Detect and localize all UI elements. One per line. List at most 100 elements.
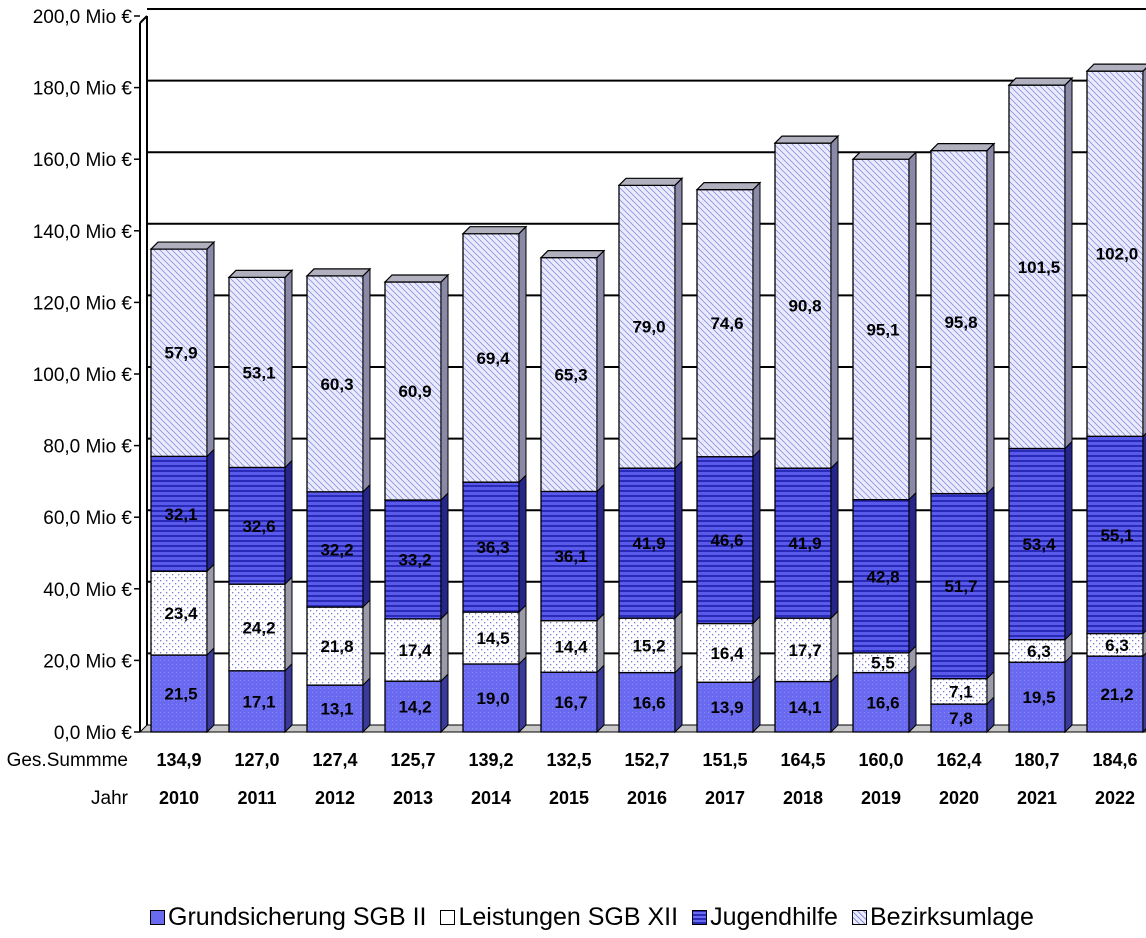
bar-leistungen-2014: [462, 603, 527, 666]
bar-side-leistungen: [830, 609, 839, 683]
data-label-jugendhilfe: 32,1: [164, 505, 197, 524]
bar-face-jugendhilfe: [228, 466, 286, 585]
legend-label-grundsicherung: Grundsicherung SGB II: [168, 902, 427, 931]
total-value: 125,7: [390, 750, 435, 770]
data-label-jugendhilfe: 36,3: [476, 538, 509, 557]
bar-top-2018: [773, 135, 840, 144]
bar-grundsicherung-2014: [462, 655, 527, 734]
bar-side-bezirksumlage: [830, 134, 839, 470]
bar-side-jugendhilfe: [674, 459, 683, 620]
data-label-leistungen: 23,4: [164, 604, 198, 623]
bar-face-bezirksumlage: [306, 275, 364, 493]
bar-leistungen-2013: [384, 610, 449, 683]
data-label-leistungen: 5,5: [871, 654, 895, 673]
total-value: 152,7: [624, 750, 669, 770]
x-tick-label: 2011: [237, 788, 276, 808]
data-label-bezirksumlage: 74,6: [710, 314, 743, 333]
bar-side-jugendhilfe: [284, 459, 293, 586]
bar-face-jugendhilfe: [1008, 447, 1066, 641]
bar-top-2017: [695, 182, 762, 191]
bar-face-leistungen: [150, 570, 208, 656]
bar-leistungen-2012: [306, 598, 371, 687]
bar-side-grundsicherung: [1142, 652, 1146, 734]
x-tick-label: 2020: [939, 788, 979, 808]
row-label-year: Jahr: [91, 788, 129, 809]
bar-face-leistungen: [384, 618, 442, 682]
bar-face-leistungen: [306, 606, 364, 686]
bar-side-jugendhilfe: [206, 448, 215, 573]
bar-leistungen-2020: [930, 670, 995, 706]
total-value: 139,2: [468, 750, 513, 770]
bar-side-bezirksumlage: [986, 142, 995, 495]
bar-top-2012: [305, 268, 372, 277]
data-label-grundsicherung: 16,7: [554, 693, 587, 712]
data-label-jugendhilfe: 51,7: [944, 577, 977, 596]
data-label-jugendhilfe: 42,8: [866, 567, 899, 586]
x-tick-label: 2014: [471, 788, 511, 808]
data-label-bezirksumlage: 60,9: [398, 382, 431, 401]
total-value: 180,7: [1014, 750, 1059, 770]
bar-side-bezirksumlage: [1142, 67, 1146, 438]
bar-face-jugendhilfe: [150, 455, 208, 572]
bar-face-grundsicherung: [540, 671, 598, 733]
bar-face-bezirksumlage: [150, 248, 208, 457]
bar-face-bezirksumlage: [462, 233, 520, 483]
data-label-grundsicherung: 19,0: [476, 689, 509, 708]
bar-top-2011: [227, 269, 294, 278]
bar-top-2016: [617, 177, 684, 186]
bar-bezirksumlage-2016: [618, 177, 683, 470]
bar-face-jugendhilfe: [1086, 435, 1144, 635]
bar-side-jugendhilfe: [752, 448, 761, 625]
bar-side-leistungen: [596, 612, 605, 674]
bar-face-bezirksumlage: [696, 188, 754, 458]
bar-side-bezirksumlage: [1064, 76, 1073, 450]
data-label-bezirksumlage: 102,0: [1096, 245, 1139, 264]
legend-label-jugendhilfe: Jugendhilfe: [710, 902, 838, 931]
bar-face-grundsicherung: [696, 681, 754, 733]
bar-leistungen-2019: [852, 644, 917, 674]
bar-face-jugendhilfe: [618, 467, 676, 619]
legend-label-bezirksumlage: Bezirksumlage: [869, 902, 1034, 931]
data-label-grundsicherung: 19,5: [1022, 688, 1055, 707]
bar-bezirksumlage-2013: [384, 273, 449, 502]
bar-side-bezirksumlage: [362, 267, 371, 493]
bar-leistungen-2015: [540, 612, 605, 674]
bar-face-jugendhilfe: [930, 492, 988, 680]
bar-side-jugendhilfe: [830, 459, 839, 620]
bar-side-bezirksumlage: [440, 273, 449, 502]
data-label-bezirksumlage: 60,3: [320, 375, 353, 394]
data-label-bezirksumlage: 53,1: [242, 363, 275, 382]
x-tick-label: 2022: [1095, 788, 1135, 808]
bar-side-bezirksumlage: [596, 249, 605, 493]
legend-swatch-grundsicherung: [150, 909, 165, 925]
bar-jugendhilfe-2011: [228, 459, 293, 586]
bar-side-jugendhilfe: [518, 473, 527, 614]
total-value: 127,0: [234, 750, 279, 770]
bar-side-leistungen: [362, 598, 371, 687]
stacked-bar-chart: 0,0 Mio € 20,0 Mio € 40,0 Mio € 60,0 Mio € 8…: [7, 7, 1146, 809]
bar-side-bezirksumlage: [908, 150, 917, 501]
bar-side-bezirksumlage: [752, 181, 761, 458]
bar-jugendhilfe-2016: [618, 459, 683, 620]
data-label-bezirksumlage: 101,5: [1018, 258, 1061, 277]
bar-face-bezirksumlage: [852, 158, 910, 501]
total-value: 151,5: [702, 750, 747, 770]
bar-face-bezirksumlage: [228, 276, 286, 469]
total-value: 162,4: [936, 750, 981, 770]
bar-side-grundsicherung: [674, 664, 683, 734]
bar-face-grundsicherung: [228, 670, 286, 733]
bar-side-grundsicherung: [908, 664, 917, 734]
data-label-jugendhilfe: 32,6: [242, 517, 275, 536]
bar-side-grundsicherung: [518, 655, 527, 734]
y-tick-label: 40,0 Mio €: [43, 580, 132, 601]
bar-face-grundsicherung: [150, 654, 208, 733]
y-tick-label: 120,0 Mio €: [33, 293, 133, 314]
legend-item-jugendhilfe: Jugendhilfe: [692, 903, 838, 932]
bar-grundsicherung-2011: [228, 662, 293, 734]
bar-side-jugendhilfe: [362, 483, 371, 609]
y-tick-label: 60,0 Mio €: [43, 508, 132, 529]
data-label-bezirksumlage: 69,4: [476, 349, 510, 368]
bar-jugendhilfe-2013: [384, 491, 449, 621]
bar-face-leistungen: [930, 678, 988, 705]
y-tick-label: 80,0 Mio €: [43, 437, 132, 458]
